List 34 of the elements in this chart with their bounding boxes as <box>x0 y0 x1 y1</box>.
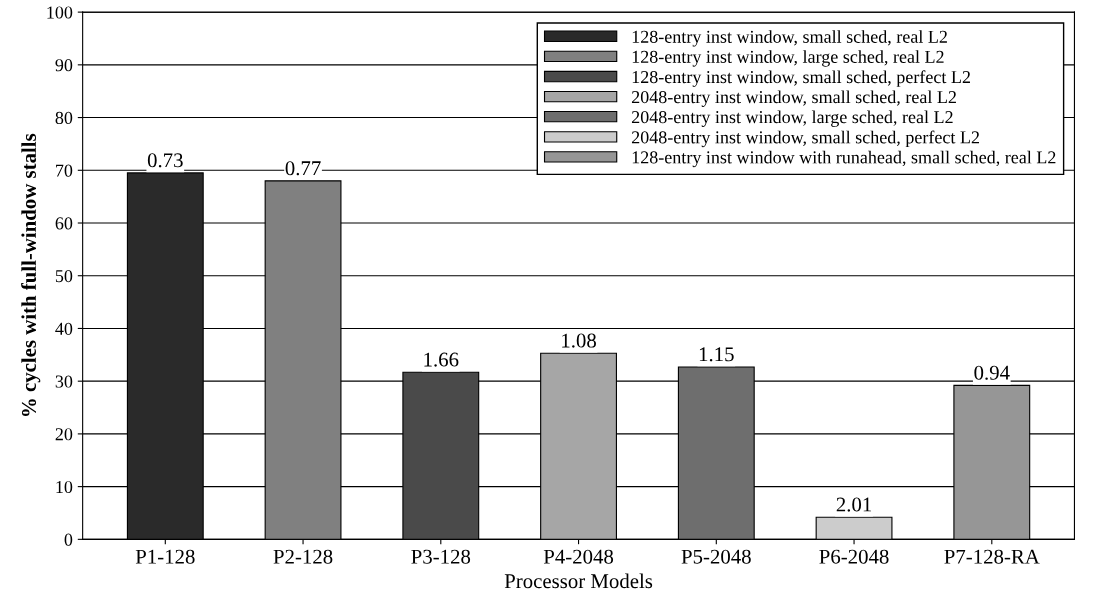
annotation: 0.94 <box>974 365 1010 380</box>
y-tick-label: 80 <box>55 111 73 125</box>
y-tick-label: 20 <box>55 428 73 441</box>
x-axis-title: Processor Models <box>504 573 653 589</box>
y-tick-label: 90 <box>55 59 73 72</box>
x-tick-label: P4-2048 <box>543 549 614 564</box>
legend-label: 128-entry inst window with runahead, small sched, real L2 <box>632 150 1056 168</box>
x-tick-label: P2-128 <box>273 549 333 564</box>
legend-label: 128-entry inst window, small sched, real L2 <box>632 30 947 47</box>
legend-label: 2048-entry inst window, large sched, real L2 <box>631 110 953 127</box>
legend-label: 128-entry inst window, large sched, real L2 <box>632 50 944 67</box>
legend-label: 128-entry inst window, small sched, perfect L2 <box>632 70 970 87</box>
y-tick-label: 70 <box>56 164 73 177</box>
annotation: 0.77 <box>285 161 321 176</box>
y-tick-label: 40 <box>55 322 73 335</box>
y-tick-label: 60 <box>55 217 73 230</box>
annotation: 1.15 <box>699 347 734 362</box>
x-tick-label: P7-128-RA <box>944 549 1040 564</box>
legend-label: 2048-entry inst window, small sched, real L2 <box>631 90 956 107</box>
y-tick-label: 0 <box>64 533 73 546</box>
y-tick-label: 50 <box>55 269 73 283</box>
y-tick-label: 30 <box>55 375 73 388</box>
y-tick-label: 10 <box>56 480 73 494</box>
annotation: 2.01 <box>836 497 872 512</box>
y-tick-label: 100 <box>47 6 73 19</box>
x-tick-label: P3-128 <box>411 549 471 564</box>
x-tick-label: P6-2048 <box>819 549 889 564</box>
annotation: 0.73 <box>147 153 183 168</box>
legend-label: 2048-entry inst window, small sched, perfect L2 <box>631 130 980 148</box>
x-tick-label: P5-2048 <box>681 549 751 564</box>
annotation: 1.66 <box>424 352 459 367</box>
annotation: 1.08 <box>562 333 596 348</box>
x-tick-label: P1-128 <box>135 549 195 564</box>
y-axis-title: % cycles with full-window stalls <box>21 133 41 416</box>
